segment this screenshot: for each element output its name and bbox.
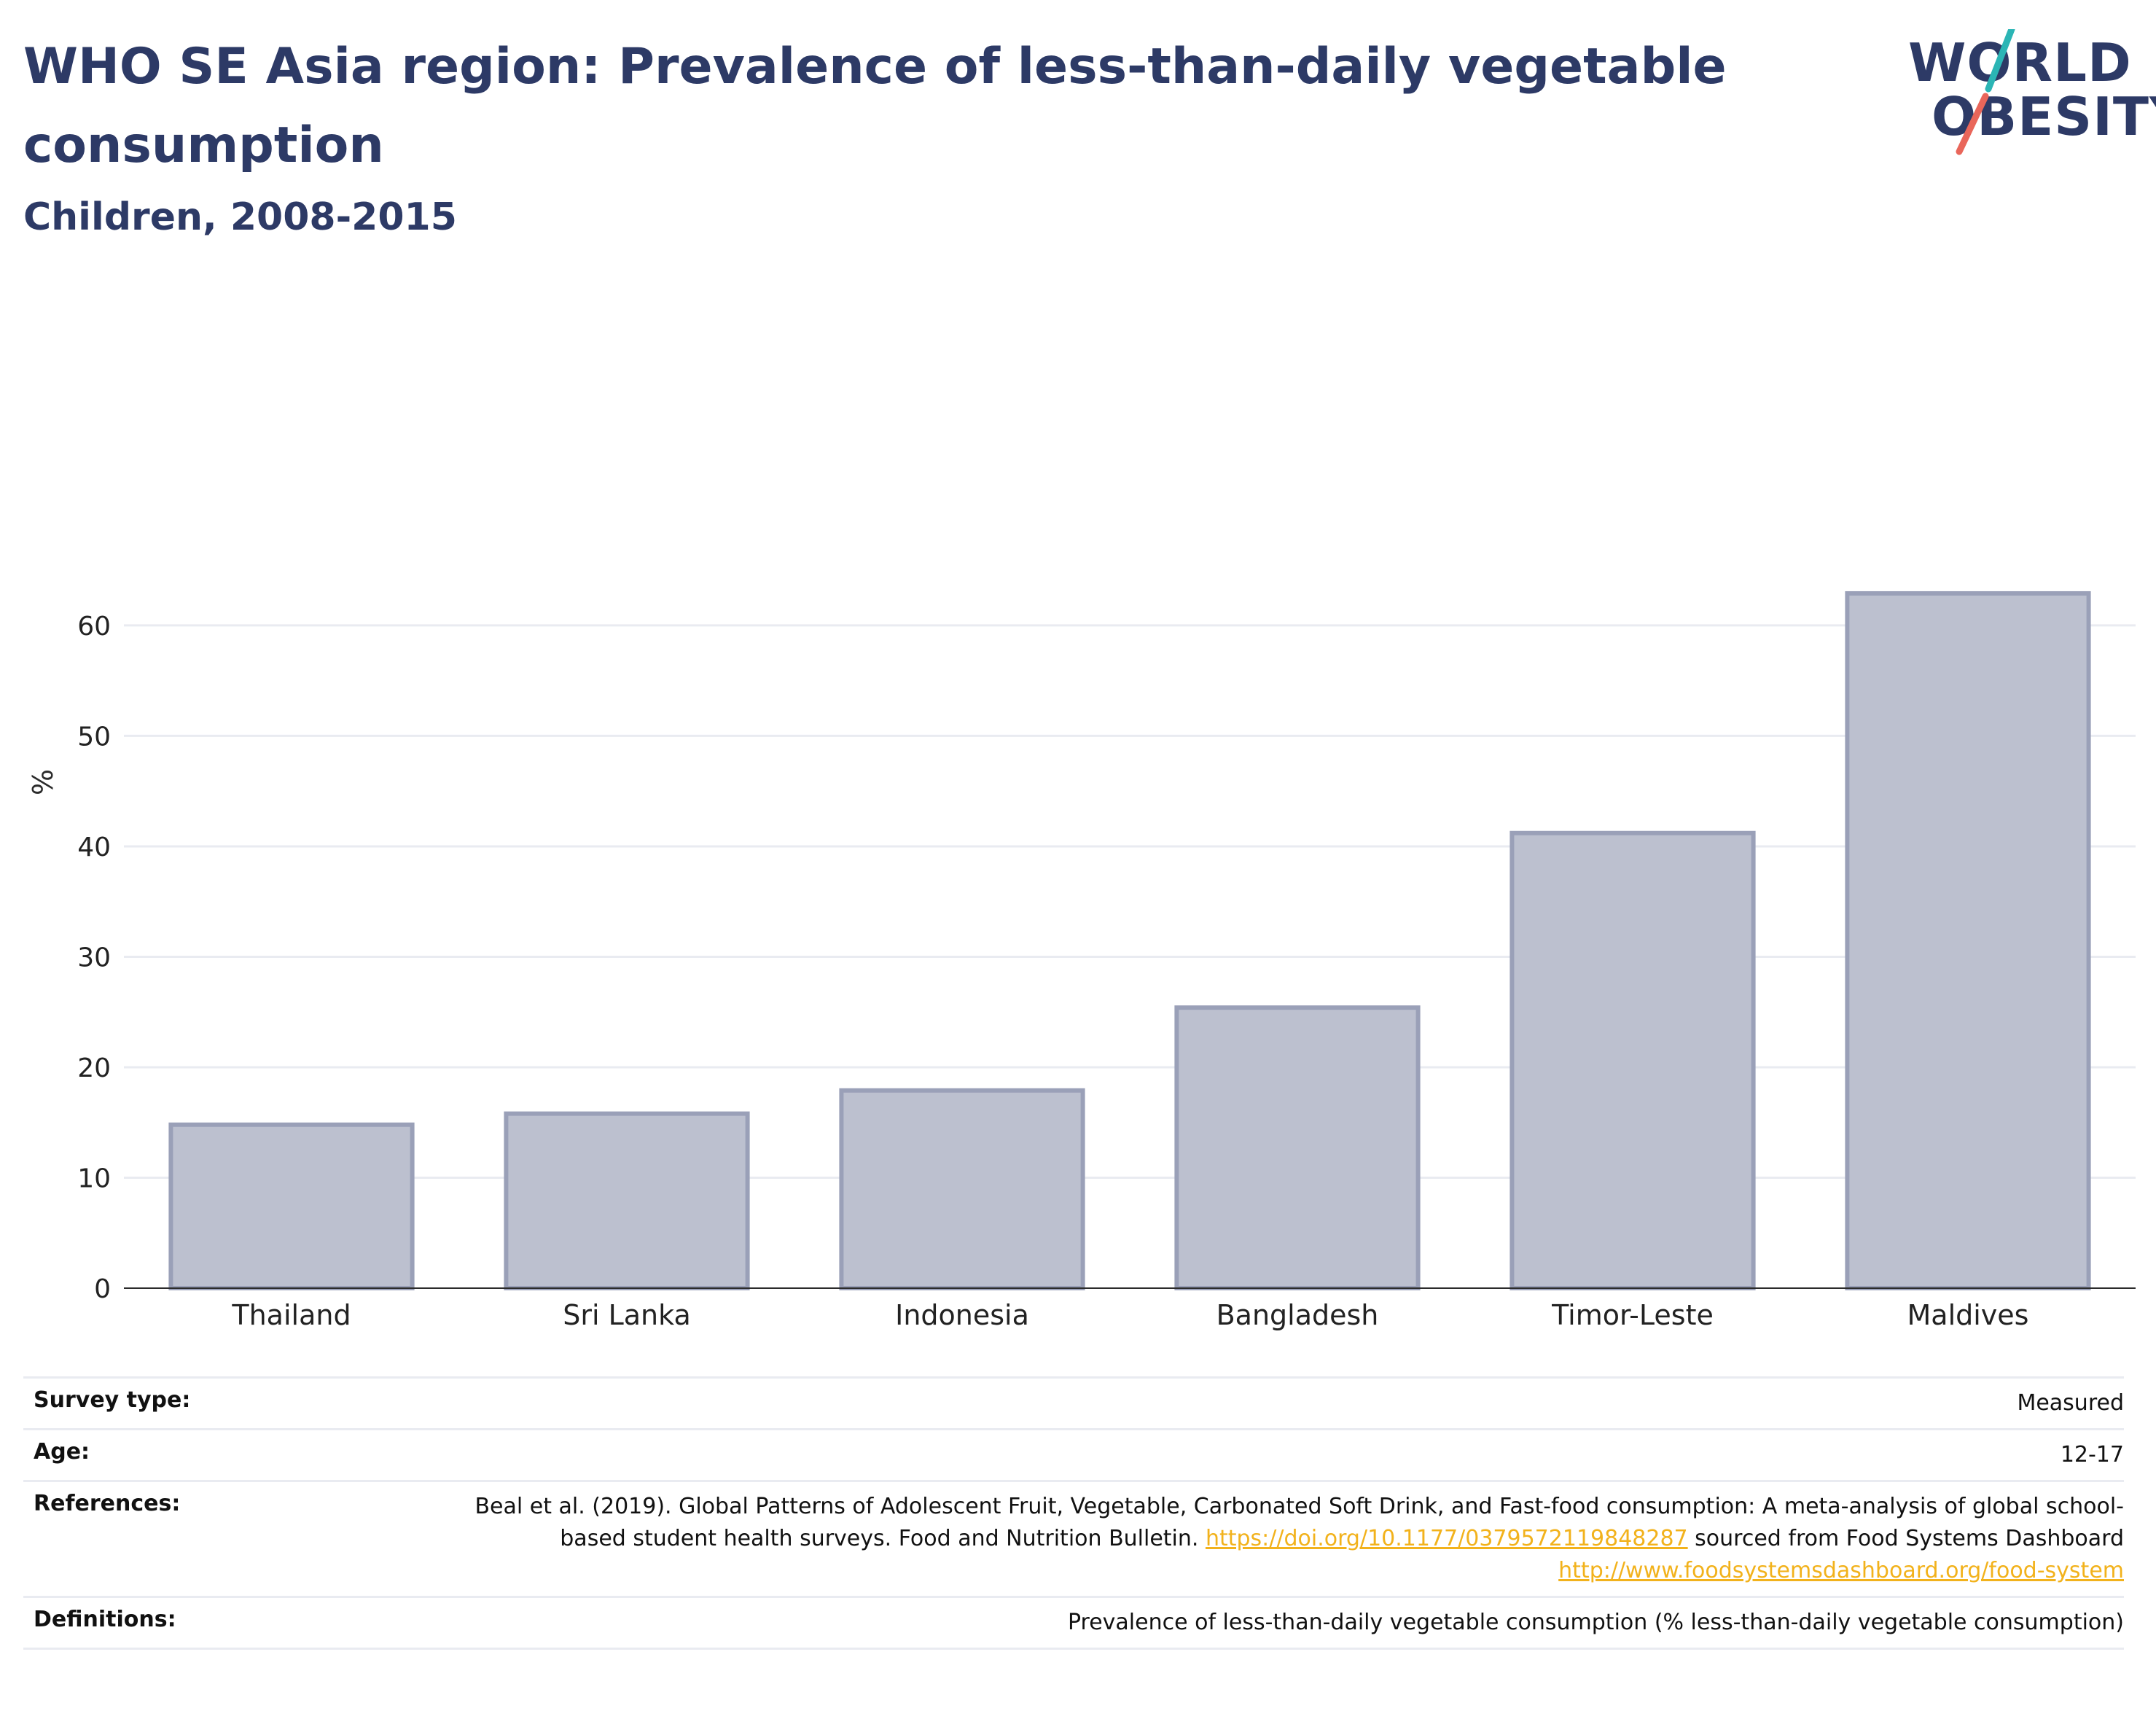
x-tick-label: Maldives [1907,1299,2029,1331]
bar-maldives [1845,590,2091,1290]
bars [168,590,2091,1291]
survey-type-label: Survey type: [23,1376,471,1430]
survey-type-row: Survey type: Measured [23,1376,2124,1430]
logo-slash-icon [1956,29,2015,155]
references-text: Beal et al. (2019). Global Patterns of A… [474,1494,2124,1551]
y-tick-label: 50 [77,722,111,752]
grid-lines [124,624,2136,1179]
definitions-row: Definitions: Prevalence of less-than-dai… [23,1596,2124,1650]
y-tick-label: 60 [77,612,111,642]
y-tick-label: 0 [94,1274,111,1304]
definitions-label: Definitions: [23,1596,471,1650]
references-label: References: [23,1480,471,1597]
bar-thailand [168,1122,415,1290]
food-systems-dashboard-link[interactable]: http://www.foodsystemsdashboard.org/food… [1558,1558,2124,1583]
world-obesity-logo: WORLD OBESITY [1902,29,2156,157]
bar-timor-leste [1509,830,1756,1290]
y-axis-label: % [27,769,59,795]
y-axis-ticks: 0 10 20 30 40 50 60 [77,612,111,1304]
chart-subtitle: Children, 2008-2015 [23,195,457,239]
survey-type-value: Measured [471,1376,2124,1430]
definitions-value: Prevalence of less-than-daily vegetable … [471,1596,2124,1650]
x-tick-label: Sri Lanka [563,1299,691,1331]
references-source-text: sourced from Food Systems Dashboard [1687,1526,2124,1551]
y-tick-label: 30 [77,943,111,972]
age-label: Age: [23,1428,471,1481]
x-tick-label: Thailand [231,1299,351,1331]
x-axis-labels: Thailand Sri Lanka Indonesia Bangladesh Timo… [231,1299,2028,1331]
bar-bangladesh [1174,1005,1421,1290]
x-tick-label: Bangladesh [1216,1299,1379,1331]
bar-chart: 0 10 20 30 40 50 60 Thailand Sri Lanka Indonesia… [27,590,2136,1331]
x-tick-label: Indonesia [895,1299,1029,1331]
bar-sri-lanka [504,1111,750,1291]
y-tick-label: 10 [77,1163,111,1193]
logo-word-world: WORLD [1908,32,2132,93]
chart-title: WHO SE Asia region: Prevalence of less-t… [23,38,1727,174]
age-value: 12-17 [471,1428,2124,1481]
metadata-table: Survey type: Measured Age: 12-17 Referen… [23,1376,2124,1650]
doi-link[interactable]: https://doi.org/10.1177/0379572119848287 [1205,1526,1688,1551]
age-row: Age: 12-17 [23,1428,2124,1481]
y-tick-label: 20 [77,1053,111,1083]
bar-indonesia [839,1088,1085,1290]
references-value: Beal et al. (2019). Global Patterns of A… [471,1480,2124,1597]
y-tick-label: 40 [77,833,111,862]
references-row: References: Beal et al. (2019). Global P… [23,1480,2124,1597]
x-tick-label: Timor-Leste [1551,1299,1714,1331]
